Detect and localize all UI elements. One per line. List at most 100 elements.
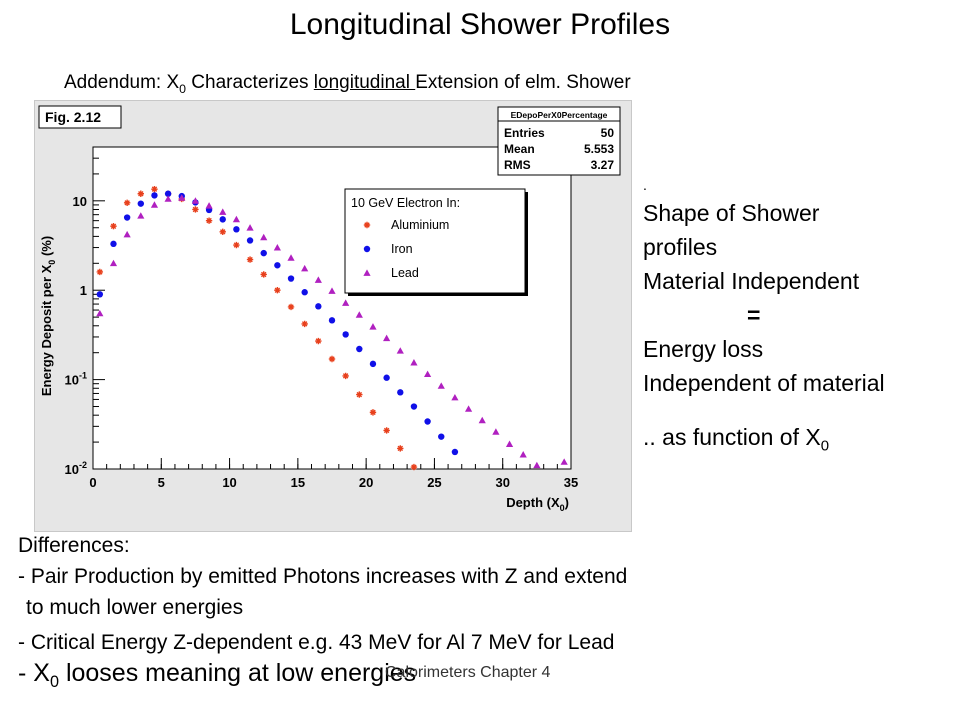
legend-entry: Iron — [391, 242, 413, 256]
fig-label-box — [38, 105, 122, 129]
data-point-aluminium — [151, 185, 158, 193]
data-point-lead — [437, 382, 445, 389]
data-point-aluminium — [369, 409, 377, 416]
data-point-iron — [356, 345, 363, 353]
notes-equals: = — [747, 302, 761, 328]
data-point-lead — [164, 195, 172, 202]
difference-item-3-subscript: 0 — [49, 673, 59, 691]
notes-line-2: profiles — [643, 234, 718, 260]
data-point-aluminium — [383, 427, 390, 434]
data-point-lead — [451, 393, 459, 401]
data-point-aluminium — [246, 256, 254, 263]
data-point-iron — [301, 289, 308, 296]
data-point-lead — [287, 254, 295, 261]
data-point-aluminium — [137, 190, 144, 197]
legend-marker-iron — [363, 245, 371, 253]
data-point-lead — [328, 287, 336, 294]
notes-function-subscript: 0 — [820, 437, 830, 455]
data-point-lead — [260, 233, 268, 241]
data-point-lead — [396, 347, 404, 354]
y-tick-label: 10-1 — [65, 371, 87, 388]
stats-label: Entries — [504, 126, 545, 140]
stats-name: EDepoPerX0Percentage — [511, 110, 608, 120]
right-notes: . Shape of Shower profiles Material Inde… — [643, 178, 885, 464]
data-point-iron — [137, 200, 144, 207]
data-point-aluminium — [356, 391, 363, 398]
notes-line-4: Energy loss — [643, 336, 764, 362]
data-point-iron — [233, 226, 240, 233]
data-point-lead — [205, 202, 213, 209]
x-tick-label: 5 — [158, 475, 165, 490]
stats-label: Mean — [504, 142, 535, 156]
data-point-aluminium — [410, 463, 418, 471]
data-point-iron — [451, 448, 459, 456]
data-point-aluminium — [96, 268, 104, 276]
data-point-iron — [438, 433, 445, 440]
slide-footer: Calorimeters Chapter 4 — [385, 664, 551, 681]
stats-value: 3.27 — [591, 158, 615, 172]
data-point-iron — [424, 418, 431, 425]
difference-item-3: - X0 looses meaning at low energies — [18, 658, 627, 698]
data-point-iron — [274, 262, 281, 269]
data-point-lead — [519, 450, 527, 458]
x-axis-title: Depth (X0) — [506, 495, 569, 513]
data-point-lead — [96, 309, 104, 317]
data-point-lead — [246, 224, 254, 231]
y-axis-title: Energy Deposit per X0 (%) — [39, 236, 57, 396]
figure-panel: 0 5 10 15 20 25 30 35 10 1 10-1 10-2 Depth (X0) Energ… — [34, 100, 632, 532]
data-point-lead — [123, 230, 131, 238]
legend-box — [344, 188, 526, 294]
x-tick-label: 20 — [359, 475, 373, 490]
notes-dot: . — [643, 177, 647, 193]
data-point-aluminium — [233, 241, 240, 249]
x-tick-label: 10 — [222, 475, 236, 490]
stats-value: 50 — [601, 126, 615, 140]
difference-item-1-continued: to much lower energies — [26, 596, 244, 619]
data-point-iron — [383, 374, 390, 381]
legend-marker-lead — [363, 269, 371, 276]
data-point-lead — [383, 334, 391, 342]
data-point-iron — [260, 249, 267, 257]
data-point-lead — [137, 212, 145, 219]
data-point-aluminium — [260, 271, 267, 278]
differences-block: Differences: - Pair Production by emitte… — [18, 530, 627, 698]
stats-value: 5.553 — [584, 142, 614, 156]
data-point-iron — [219, 216, 226, 223]
data-point-iron — [328, 317, 336, 324]
data-point-lead — [464, 405, 473, 412]
addendum-suffix: Extension of elm. Shower — [415, 72, 631, 93]
data-point-iron — [151, 192, 158, 199]
data-point-iron — [246, 237, 254, 244]
x-tick-label: 0 — [89, 475, 96, 490]
difference-item-3-prefix: - X — [18, 659, 50, 687]
data-point-iron — [287, 275, 295, 282]
notes-function-line: .. as function of X0 — [643, 420, 885, 464]
notes-function-prefix: .. as function of X — [643, 424, 821, 450]
data-point-lead — [178, 194, 186, 201]
y-tick-label: 10-2 — [65, 460, 87, 477]
data-point-lead — [560, 458, 568, 465]
stats-label: RMS — [504, 158, 531, 172]
data-point-iron — [315, 303, 322, 310]
addendum-prefix: Addendum: X — [64, 72, 180, 93]
y-tick-label: 10 — [73, 194, 87, 209]
legend-entry: Aluminium — [391, 218, 449, 232]
y-tick-label: 1 — [80, 283, 87, 298]
data-point-aluminium — [287, 303, 295, 311]
data-point-iron — [164, 190, 172, 197]
data-point-lead — [424, 370, 432, 378]
data-point-lead — [505, 440, 514, 447]
data-point-iron — [342, 331, 349, 338]
data-point-iron — [369, 360, 377, 368]
data-point-lead — [355, 311, 363, 318]
data-point-lead — [342, 299, 350, 306]
difference-item-1: - Pair Production by emitted Photons inc… — [18, 565, 628, 588]
notes-line-1: Shape of Shower — [643, 200, 820, 226]
addendum-middle: Characterizes — [186, 72, 314, 93]
data-point-lead — [273, 243, 281, 251]
data-point-iron — [110, 240, 117, 248]
data-point-lead — [109, 259, 118, 267]
addendum-underlined: longitudinal — [313, 72, 416, 93]
data-point-aluminium — [328, 355, 336, 363]
data-point-lead — [533, 461, 541, 469]
